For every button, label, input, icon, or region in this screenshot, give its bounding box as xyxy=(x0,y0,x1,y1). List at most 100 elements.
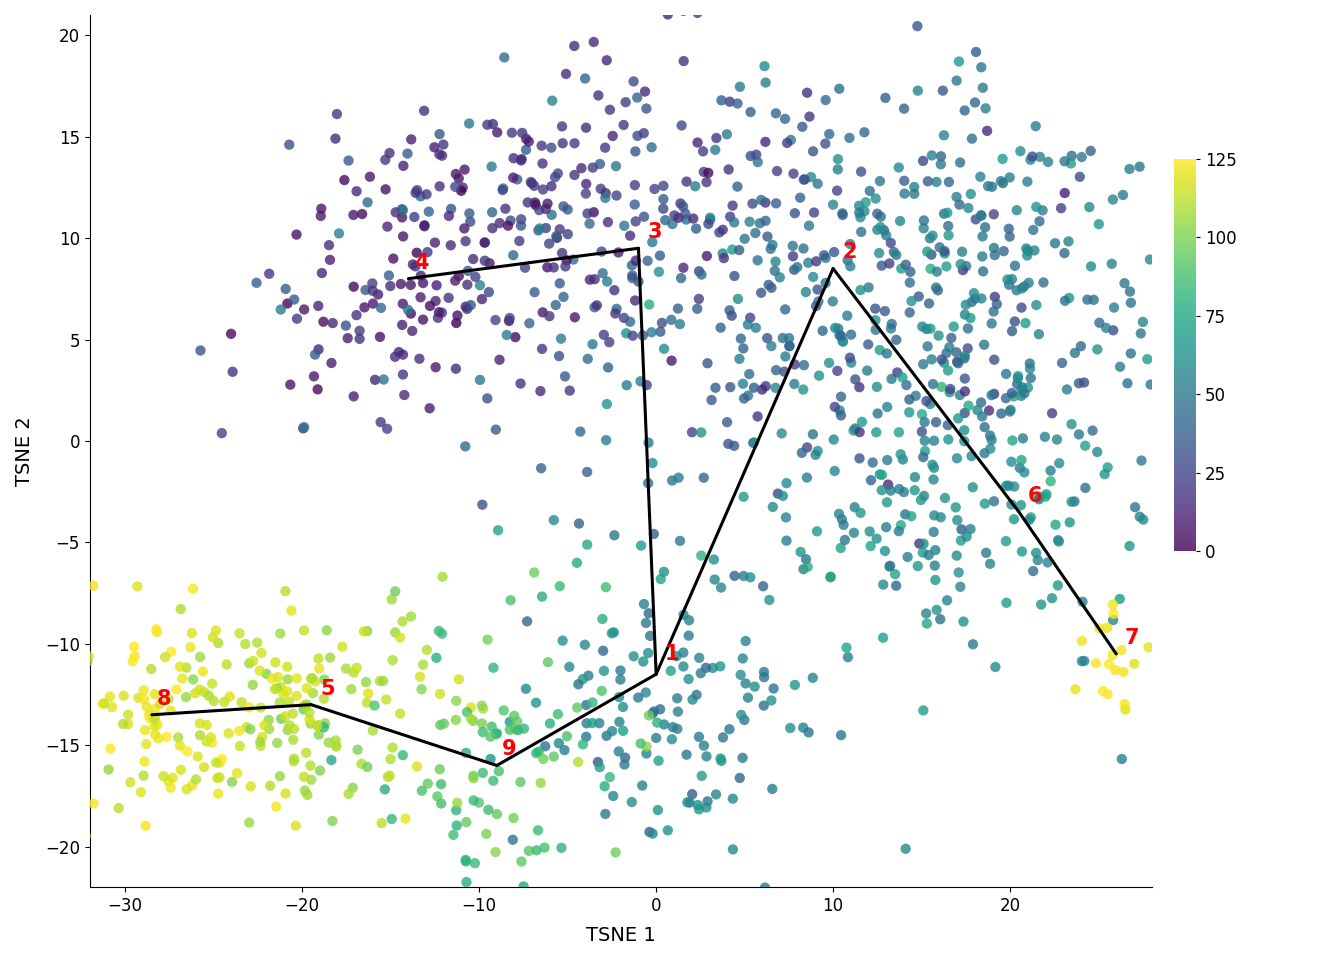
Point xyxy=(718,436,739,451)
Point xyxy=(277,722,298,737)
Point xyxy=(956,258,977,274)
Point xyxy=(827,152,848,167)
Point xyxy=(511,218,532,233)
Point xyxy=(1110,642,1132,658)
Point xyxy=(984,352,1005,368)
Point xyxy=(493,50,515,65)
Point xyxy=(824,399,845,415)
Point xyxy=(526,843,547,858)
Point xyxy=(660,312,681,327)
Point xyxy=(258,266,280,281)
Point xyxy=(970,207,992,223)
Point xyxy=(749,216,770,231)
Point xyxy=(964,291,985,306)
Point xyxy=(509,376,531,392)
Point xyxy=(603,625,625,640)
Point xyxy=(734,231,755,247)
Point xyxy=(511,152,532,167)
Point xyxy=(980,441,1001,456)
Point xyxy=(628,690,649,706)
Point xyxy=(953,350,974,366)
Point xyxy=(160,780,181,796)
Point xyxy=(696,355,718,371)
Point xyxy=(999,277,1020,293)
Point xyxy=(763,263,785,278)
Point xyxy=(668,470,689,486)
Point xyxy=(1040,473,1062,489)
Point xyxy=(792,119,813,134)
Point xyxy=(544,169,566,184)
Point xyxy=(874,223,895,238)
Point xyxy=(1025,118,1047,133)
Point xyxy=(905,388,926,403)
Point xyxy=(196,717,218,732)
Point xyxy=(775,475,797,491)
Point xyxy=(818,127,840,142)
Point xyxy=(915,606,937,621)
Point xyxy=(672,659,694,674)
Point xyxy=(333,173,355,188)
Point xyxy=(735,676,757,691)
Point xyxy=(952,262,973,277)
Point xyxy=(157,691,179,707)
Point xyxy=(296,681,317,696)
Text: 1: 1 xyxy=(665,644,680,664)
Point xyxy=(750,285,771,300)
Point xyxy=(515,260,536,276)
Point xyxy=(837,650,859,665)
Point xyxy=(594,806,616,822)
Point xyxy=(860,472,882,488)
Point xyxy=(364,372,386,388)
Point xyxy=(976,545,997,561)
Point xyxy=(636,739,657,755)
Point xyxy=(190,343,211,358)
Point xyxy=(417,642,438,658)
Point xyxy=(536,196,558,211)
Point xyxy=(1094,467,1116,482)
Point xyxy=(823,197,844,212)
Point xyxy=(1017,380,1039,396)
Point xyxy=(192,663,214,679)
Point xyxy=(839,350,860,366)
Point xyxy=(747,155,769,170)
Point xyxy=(829,327,851,343)
Point xyxy=(669,196,691,211)
Point xyxy=(1000,402,1021,418)
Point xyxy=(925,572,946,588)
Point xyxy=(657,7,679,22)
Point xyxy=(634,684,656,700)
Point xyxy=(456,745,477,760)
Point xyxy=(269,769,290,784)
Point xyxy=(587,87,609,103)
Point xyxy=(168,730,190,745)
Point xyxy=(589,759,610,775)
Point xyxy=(1021,149,1043,164)
Point xyxy=(1028,492,1050,507)
Point xyxy=(687,134,708,150)
Point xyxy=(978,403,1000,419)
Point xyxy=(1007,376,1028,392)
Point xyxy=(356,759,378,775)
Point xyxy=(480,752,501,767)
Point xyxy=(304,369,325,384)
Point xyxy=(1089,621,1110,636)
Point xyxy=(696,794,718,809)
Point xyxy=(1048,456,1070,471)
Point xyxy=(714,251,735,266)
Point xyxy=(487,806,508,822)
Point xyxy=(982,206,1004,222)
Point xyxy=(325,732,347,748)
Point xyxy=(732,341,754,356)
Point xyxy=(485,422,507,438)
Point xyxy=(730,667,751,683)
Point xyxy=(1095,320,1117,335)
Point xyxy=(695,660,716,676)
Point xyxy=(547,707,569,722)
Point xyxy=(738,367,759,382)
Point xyxy=(239,722,261,737)
Point xyxy=(276,786,297,802)
Point xyxy=(767,486,789,501)
Point xyxy=(1071,634,1093,649)
Point xyxy=(719,379,741,395)
Point xyxy=(296,697,317,712)
